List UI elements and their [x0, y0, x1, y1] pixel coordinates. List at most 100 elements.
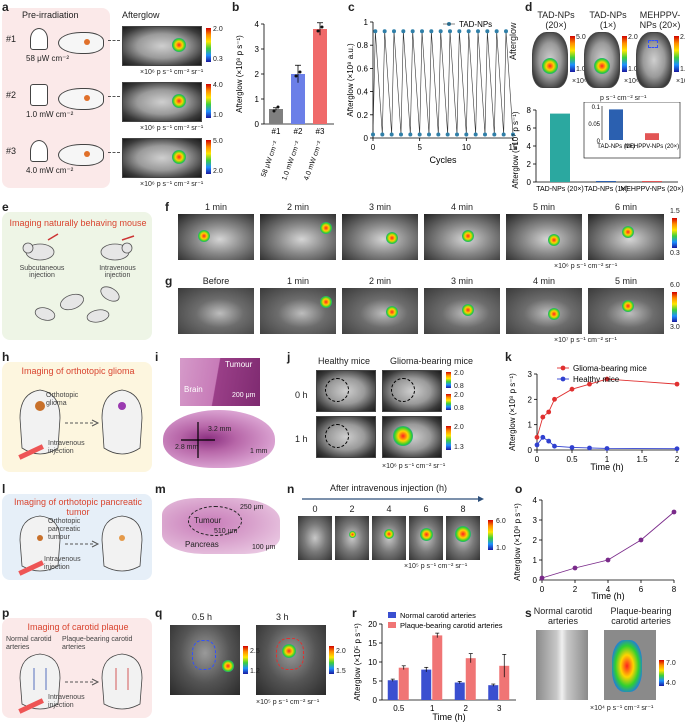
- d-y-tick-label: 6: [527, 124, 532, 133]
- g-time-label: 1 min: [286, 276, 309, 286]
- j-colorbar: [446, 394, 451, 410]
- chart-o: 0 1 2 3 4 0 2 4 6 8 Afterglow (×10⁸ p s⁻¹) Time (h): [513, 496, 677, 601]
- j-colorbar: [446, 426, 451, 450]
- b-point: [320, 25, 324, 29]
- c-point: [455, 132, 459, 137]
- p-normal-label: Normal carotid arteries: [6, 636, 52, 651]
- d-inset-bar: [645, 133, 659, 140]
- k-point: [540, 414, 546, 420]
- a-injection-site: [84, 39, 90, 45]
- a-injection-site: [84, 151, 90, 157]
- c-point: [382, 29, 387, 34]
- r-y-tick-label: 5: [373, 677, 378, 686]
- q-cbar1-max: 2.5: [250, 648, 260, 655]
- c-series-line: [372, 31, 514, 135]
- d-inset-bar: [609, 109, 623, 140]
- d-signal-weak: [648, 40, 658, 48]
- s-col-plaque: Plaque-bearing carotid arteries: [610, 606, 672, 626]
- o-x-tick-label: 6: [639, 585, 644, 594]
- g-time-label: 3 min: [450, 276, 473, 286]
- k-x-tick-label: 0.5: [566, 455, 578, 464]
- c-legend-label: TAD-NPs: [459, 20, 492, 29]
- l-title: Imaging of orthotopic pancreatic tumor: [13, 497, 143, 517]
- g-mouse-image: [260, 288, 336, 334]
- d-image-label: MEHPPV-NPs (20×): [639, 10, 681, 30]
- chart-b: 0 1 2 3 4 Afterglow (×10⁸ p s⁻¹) #1 58 μW cm⁻² #…: [235, 20, 334, 182]
- q-time-05: 0.5 h: [192, 612, 213, 622]
- b-ylabel: Afterglow (×10⁸ p s⁻¹): [235, 35, 244, 113]
- c-point: [501, 132, 506, 137]
- r-bar: [465, 658, 476, 700]
- g-mouse-image: [342, 288, 418, 334]
- d-inset-frame: [583, 102, 681, 159]
- p-title: Imaging of carotid plaque: [27, 622, 129, 632]
- b-bar: [291, 74, 305, 124]
- panel-r-label: r: [352, 606, 357, 620]
- chart-d: 0 2 4 6 8 Afterglow (×10⁷ p s⁻¹) TAD-NPs (20×)…: [512, 102, 684, 193]
- c-point: [389, 132, 394, 137]
- n-signal: [384, 529, 394, 539]
- a-afterglow-image: [122, 26, 202, 66]
- b-y-tick-label: 2: [255, 70, 260, 79]
- k-point: [674, 381, 680, 387]
- c-point: [371, 132, 375, 137]
- k-y-tick-label: 2: [528, 395, 533, 404]
- d-bar: [596, 181, 616, 182]
- c-y-tick-label: 0.6: [357, 64, 369, 73]
- j-col-glioma: Glioma-bearing mice: [390, 356, 474, 366]
- m-pancreas-label: Pancreas: [185, 540, 219, 549]
- d-x-tick-label: TAD-NPs (1×): [584, 186, 628, 193]
- f-colorbar: [672, 218, 677, 248]
- l-intravenous-label: Intravenous injection: [44, 556, 81, 571]
- b-point: [272, 109, 276, 113]
- n-colorbar: [488, 520, 493, 550]
- q-colorbar: [329, 646, 334, 674]
- p-intravenous-label: Intravenous injection: [48, 694, 85, 709]
- panel-c-label: c: [348, 0, 355, 14]
- panel-b-label: b: [232, 0, 240, 14]
- b-x-sublabel: 4.0 mW cm⁻²: [303, 140, 324, 182]
- b-y-tick-label: 4: [255, 20, 260, 29]
- o-xlabel: Time (h): [591, 591, 624, 601]
- f-unit: ×10⁶ p s⁻¹ cm⁻² sr⁻¹: [554, 263, 618, 270]
- n-unit: ×10⁵ p s⁻¹ cm⁻² sr⁻¹: [404, 563, 468, 570]
- c-y-tick-label: 0.8: [357, 41, 369, 50]
- m-tumour-outline: [188, 506, 242, 536]
- e-intravenous-label: Intravenous injection: [99, 265, 136, 279]
- g-colorbar: [672, 292, 677, 322]
- s-cbar-min: 4.0: [666, 680, 676, 687]
- j-cbar1-max: 2.0: [454, 370, 464, 377]
- k-point: [604, 446, 610, 451]
- k-y-tick-label: 3: [528, 370, 533, 379]
- i-dimension-arrows: [181, 422, 215, 458]
- o-point: [605, 557, 611, 563]
- j-cbar1-min: 0.8: [454, 383, 464, 390]
- n-time-label: 6: [423, 504, 429, 514]
- a-row-power: 58 μW cm⁻²: [26, 54, 70, 63]
- q-cbar2-max: 2.0: [336, 648, 346, 655]
- r-legend-label: Normal carotid arteries: [400, 611, 476, 620]
- a-row-power: 1.0 mW cm⁻²: [26, 110, 74, 119]
- b-x-tick-label: #1: [272, 127, 281, 136]
- j-glioma-signal: [393, 426, 413, 446]
- g-time-label: 5 min: [614, 276, 637, 286]
- i-brain-label: Brain: [184, 385, 203, 394]
- panel-l-label: l: [2, 482, 6, 496]
- c-point: [401, 29, 406, 34]
- f-mouse-image: [506, 214, 582, 260]
- n-arrow: [302, 496, 484, 502]
- h-illustration: [18, 389, 143, 460]
- g-mouse-image: [506, 288, 582, 334]
- d-ylabel: Afterglow (×10⁷ p s⁻¹): [512, 111, 520, 188]
- c-x-tick-label: 15: [509, 143, 518, 152]
- r-bar: [398, 667, 409, 700]
- n-time-label: 0: [312, 504, 318, 514]
- b-bar: [269, 109, 283, 124]
- c-point: [445, 132, 450, 137]
- c-point: [504, 29, 508, 34]
- k-point: [674, 446, 680, 452]
- r-bar: [454, 682, 465, 700]
- r-legend-marker: [388, 612, 396, 618]
- o-y-tick-label: 1: [533, 556, 538, 565]
- a-colorbar: [206, 84, 211, 118]
